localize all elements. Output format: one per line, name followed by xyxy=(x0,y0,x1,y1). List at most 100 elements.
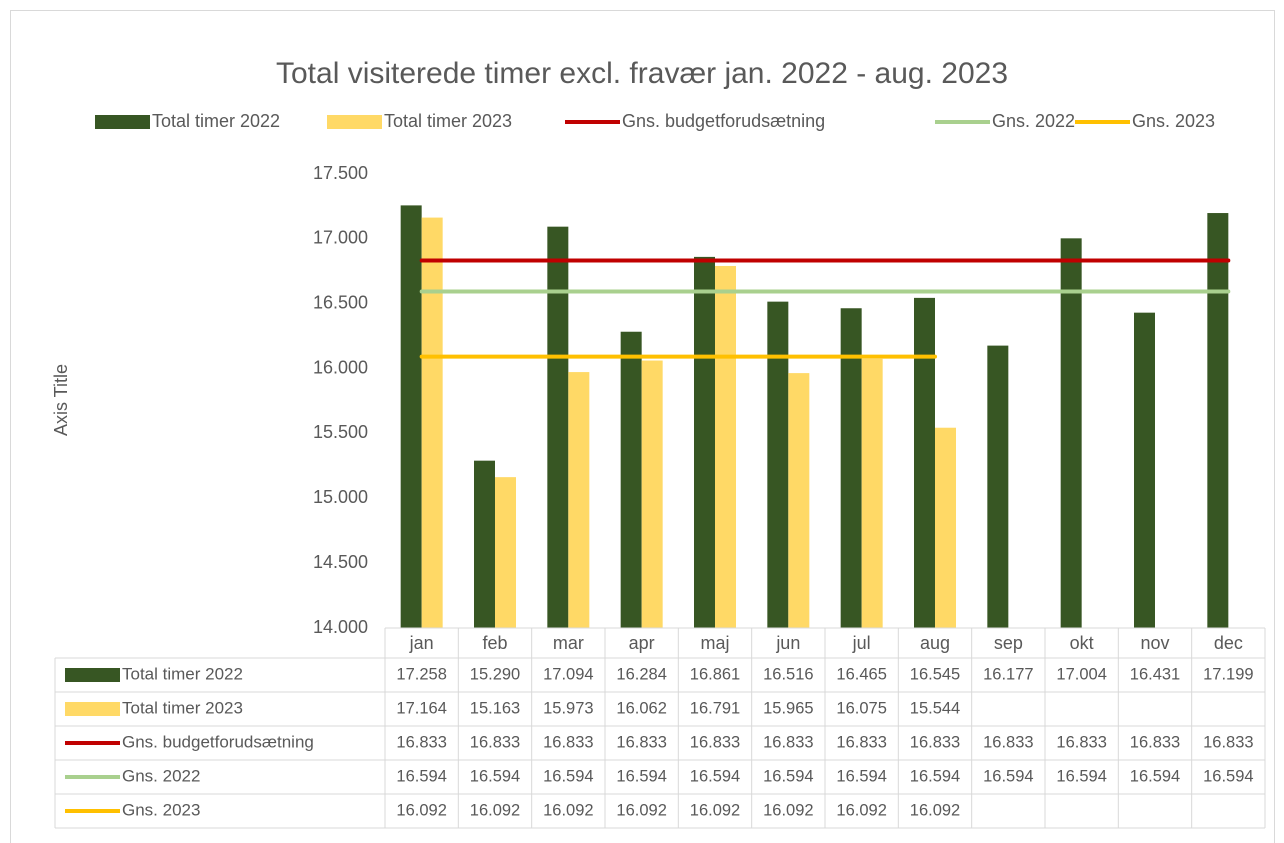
table-row-label: Gns. 2022 xyxy=(122,766,200,785)
table-row-label: Gns. budgetforudsætning xyxy=(122,732,314,751)
table-cell: 16.594 xyxy=(1056,767,1106,785)
bar xyxy=(641,360,663,628)
x-tick-label: jan xyxy=(409,633,434,653)
x-tick-label: nov xyxy=(1140,633,1169,653)
table-cell: 16.092 xyxy=(910,801,960,819)
bar xyxy=(788,373,810,628)
table-cell: 16.092 xyxy=(616,801,666,819)
table-cell: 16.594 xyxy=(763,767,813,785)
table-cell: 16.594 xyxy=(910,767,960,785)
y-tick-label: 17.500 xyxy=(313,163,368,183)
table-cell: 16.594 xyxy=(836,767,886,785)
table-cell: 16.177 xyxy=(983,665,1033,683)
table-cell: 16.594 xyxy=(690,767,740,785)
x-tick-label: apr xyxy=(629,633,655,653)
table-cell: 16.516 xyxy=(763,665,813,683)
table-row-label: Total timer 2023 xyxy=(122,698,243,717)
table-cell: 15.544 xyxy=(910,699,960,717)
table-cell: 15.163 xyxy=(470,699,520,717)
table-cell: 16.284 xyxy=(616,665,666,683)
table-cell: 16.594 xyxy=(983,767,1033,785)
x-tick-label: jun xyxy=(775,633,800,653)
legend-key xyxy=(65,668,120,682)
y-tick-label: 14.000 xyxy=(313,617,368,637)
bar xyxy=(495,477,516,628)
table-cell: 16.594 xyxy=(543,767,593,785)
table-cell: 16.092 xyxy=(836,801,886,819)
y-tick-label: 16.500 xyxy=(313,292,368,312)
table-cell: 16.833 xyxy=(983,733,1033,751)
table-cell: 16.833 xyxy=(1056,733,1106,751)
table-cell: 16.833 xyxy=(543,733,593,751)
x-tick-label: sep xyxy=(994,633,1023,653)
bar xyxy=(694,256,715,628)
table-cell: 16.092 xyxy=(396,801,446,819)
table-cell: 16.833 xyxy=(470,733,520,751)
x-tick-label: dec xyxy=(1214,633,1243,653)
table-cell: 16.833 xyxy=(836,733,886,751)
table-cell: 17.258 xyxy=(396,665,446,683)
table-cell: 16.594 xyxy=(1130,767,1180,785)
bar xyxy=(400,205,422,628)
legend-label: Total timer 2023 xyxy=(384,111,512,131)
table-cell: 16.092 xyxy=(763,801,813,819)
table-cell: 16.092 xyxy=(543,801,593,819)
table-cell: 16.062 xyxy=(616,699,666,717)
table-row-label: Total timer 2022 xyxy=(122,664,243,683)
table-cell: 17.199 xyxy=(1203,665,1253,683)
table-cell: 17.004 xyxy=(1056,665,1106,683)
table-cell: 16.594 xyxy=(1203,767,1253,785)
x-tick-label: maj xyxy=(700,633,729,653)
table-cell: 16.594 xyxy=(470,767,520,785)
legend-label: Total timer 2022 xyxy=(152,111,280,131)
bar xyxy=(620,331,642,628)
table-cell: 16.791 xyxy=(690,699,740,717)
bar xyxy=(547,226,569,628)
bar xyxy=(861,358,883,628)
x-tick-label: aug xyxy=(920,633,950,653)
table-cell: 16.833 xyxy=(910,733,960,751)
x-tick-label: okt xyxy=(1070,633,1094,653)
y-tick-label: 16.000 xyxy=(313,357,368,377)
table-cell: 16.545 xyxy=(910,665,960,683)
bar xyxy=(1134,312,1155,628)
bar xyxy=(1207,213,1229,628)
x-tick-label: feb xyxy=(482,633,507,653)
x-tick-label: jul xyxy=(852,633,871,653)
table-cell: 16.075 xyxy=(836,699,886,717)
y-tick-label: 14.500 xyxy=(313,552,368,572)
y-tick-label: 15.500 xyxy=(313,422,368,442)
legend-key xyxy=(327,115,382,129)
bar xyxy=(421,217,443,629)
legend-label: Gns. 2022 xyxy=(992,111,1075,131)
table-cell: 16.833 xyxy=(1203,733,1253,751)
table-cell: 16.833 xyxy=(616,733,666,751)
legend-key xyxy=(65,702,120,716)
table-cell: 16.594 xyxy=(396,767,446,785)
table-cell: 16.833 xyxy=(396,733,446,751)
legend-key xyxy=(95,115,150,129)
bar xyxy=(840,308,862,628)
y-axis-title: Axis Title xyxy=(51,364,71,436)
table-cell: 16.092 xyxy=(470,801,520,819)
bar xyxy=(935,427,956,628)
table-cell: 16.833 xyxy=(690,733,740,751)
table-cell: 16.833 xyxy=(763,733,813,751)
table-cell: 16.594 xyxy=(616,767,666,785)
table-cell: 17.094 xyxy=(543,665,593,683)
bar xyxy=(767,301,789,628)
bar xyxy=(474,460,495,628)
y-tick-label: 15.000 xyxy=(313,487,368,507)
bar xyxy=(715,265,736,628)
table-cell: 17.164 xyxy=(396,699,446,717)
legend-label: Gns. budgetforudsætning xyxy=(622,111,825,131)
chart-title: Total visiterede timer excl. fravær jan.… xyxy=(276,57,1008,90)
table-cell: 15.973 xyxy=(543,699,593,717)
table-cell: 16.861 xyxy=(690,665,740,683)
y-tick-label: 17.000 xyxy=(313,228,368,248)
table-row-label: Gns. 2023 xyxy=(122,800,200,819)
bar xyxy=(914,297,935,628)
x-tick-label: mar xyxy=(553,633,584,653)
table-cell: 15.290 xyxy=(470,665,520,683)
